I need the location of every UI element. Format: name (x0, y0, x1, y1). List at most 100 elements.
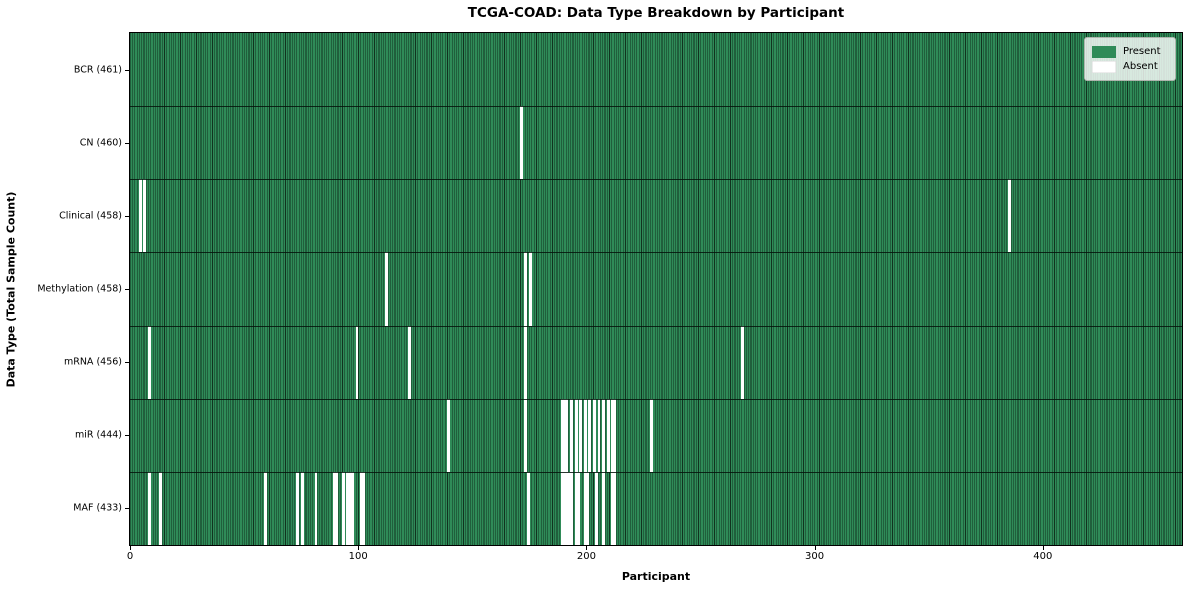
legend-absent-label: Absent (1123, 61, 1158, 72)
heatmap-row-BCR (130, 33, 1182, 107)
absent-stripe (565, 398, 569, 472)
absent-stripe (346, 471, 350, 545)
absent-stripe (602, 471, 605, 545)
y-tick-mark (125, 289, 129, 290)
x-tick-label-400: 400 (1033, 551, 1053, 562)
absent-stripe (595, 471, 599, 545)
absent-stripe (296, 471, 300, 545)
absent-stripe (1008, 179, 1012, 253)
y-tick-label-miR: miR (444) (74, 429, 122, 441)
absent-stripe (560, 398, 564, 472)
absent-stripe (567, 471, 571, 545)
row-separator (130, 398, 1182, 400)
absent-stripe (332, 471, 336, 545)
absent-stripe (588, 398, 592, 472)
absent-stripe (576, 471, 580, 545)
heatmap-row-Clinical (130, 179, 1182, 253)
y-tick-label-CN: CN (460) (79, 137, 122, 149)
absent-stripe (597, 398, 601, 472)
absent-stripe (613, 398, 617, 472)
heatmap-row-Methylation (130, 252, 1182, 326)
y-tick-mark (125, 69, 129, 71)
x-tick-mark (814, 546, 816, 550)
absent-stripe (565, 471, 569, 545)
absent-stripe (300, 471, 304, 545)
absent-stripe (360, 471, 364, 545)
absent-stripe (602, 398, 605, 472)
absent-stripe (570, 398, 573, 472)
absent-stripe (579, 398, 583, 472)
y-axis-label: Data Type (Total Sample Count) (4, 191, 18, 388)
absent-stripe (446, 398, 450, 472)
row-separator (130, 179, 1182, 181)
absent-stripe (560, 471, 564, 545)
x-tick-label-300: 300 (805, 551, 825, 562)
y-tick-mark (125, 142, 129, 144)
y-tick-label-MAF: MAF (433) (73, 502, 122, 514)
absent-stripe (611, 471, 615, 545)
absent-stripe (524, 325, 528, 399)
x-tick-mark (130, 546, 131, 550)
heatmap-row-CN (130, 106, 1182, 180)
absent-stripe (574, 398, 578, 472)
x-tick-mark (1042, 546, 1044, 550)
absent-stripe (529, 252, 532, 326)
row-separator (130, 471, 1182, 473)
absent-stripe (570, 471, 573, 545)
x-axis-label: Participant (621, 570, 691, 583)
absent-stripe (138, 179, 142, 253)
x-tick-label-100: 100 (348, 551, 368, 562)
y-tick-label-Methylation: Methylation (458) (37, 283, 122, 295)
absent-stripe (583, 471, 587, 545)
x-tick-label-0: 0 (126, 551, 134, 562)
absent-stripe (574, 471, 578, 545)
y-tick-mark (125, 215, 129, 217)
y-tick-label-Clinical: Clinical (458) (59, 210, 122, 222)
absent-stripe (606, 398, 610, 472)
absent-stripe (355, 325, 359, 399)
absent-stripe (335, 471, 338, 545)
absent-stripe (524, 398, 528, 472)
present-color-swatch (1092, 45, 1116, 58)
row-separator (130, 252, 1182, 254)
row-separator (130, 106, 1182, 108)
absent-stripe (147, 471, 151, 545)
absent-stripe (348, 471, 352, 545)
chart-title: TCGA-COAD: Data Type Breakdown by Partic… (467, 5, 845, 21)
x-tick-label-200: 200 (576, 551, 596, 562)
absent-stripe (563, 471, 567, 545)
absent-stripe (408, 325, 411, 399)
legend-present-label: Present (1123, 46, 1161, 57)
absent-stripe (351, 471, 354, 545)
absent-stripe (524, 252, 528, 326)
absent-stripe (147, 325, 151, 399)
heatmap-row-mRNA (130, 325, 1182, 399)
legend-entry-present: Present (1092, 45, 1168, 58)
absent-stripe (314, 471, 318, 545)
absent-color-swatch (1092, 60, 1116, 73)
y-tick-mark (125, 508, 129, 510)
absent-stripe (613, 471, 617, 545)
absent-stripe (563, 398, 567, 472)
heatmap-row-MAF (130, 471, 1182, 545)
absent-stripe (341, 471, 345, 545)
legend-entry-absent: Absent (1092, 60, 1168, 73)
absent-stripe (583, 398, 587, 472)
absent-stripe (362, 471, 366, 545)
plot-area (129, 32, 1183, 546)
row-separator (130, 325, 1182, 327)
y-tick-label-mRNA: mRNA (456) (63, 356, 122, 368)
absent-stripe (159, 471, 163, 545)
absent-stripe (264, 471, 268, 545)
absent-stripe (592, 398, 596, 472)
x-tick-mark (358, 546, 360, 550)
y-tick-mark (125, 435, 129, 437)
y-tick-mark (125, 362, 129, 364)
absent-stripe (649, 398, 653, 472)
absent-stripe (526, 471, 530, 545)
heatmap-row-miR (130, 398, 1182, 472)
absent-stripe (143, 179, 147, 253)
absent-stripe (385, 252, 389, 326)
absent-stripe (611, 398, 615, 472)
